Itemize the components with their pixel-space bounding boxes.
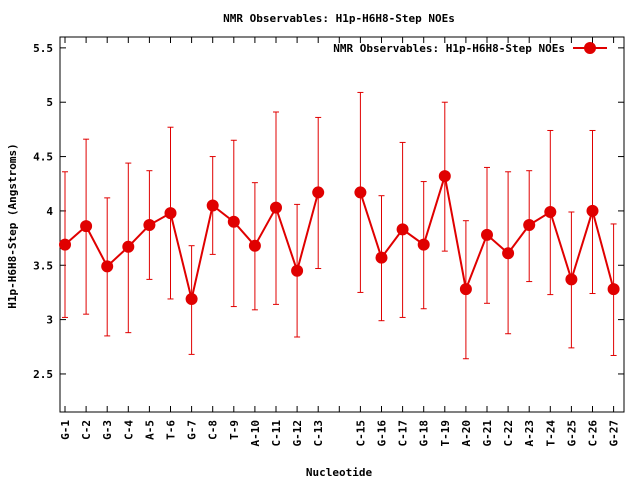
data-point xyxy=(523,219,536,232)
legend: NMR Observables: H1p-H6H8-Step NOEs xyxy=(333,42,607,55)
x-tick-label: G-3 xyxy=(101,420,114,440)
y-axis-label: H1p-H6H8-Step (Angstroms) xyxy=(6,143,19,309)
x-tick-label: A-23 xyxy=(523,420,536,447)
data-point xyxy=(586,204,599,217)
data-point xyxy=(291,264,304,277)
data-point xyxy=(375,251,388,264)
x-tick-label: C-22 xyxy=(502,420,515,447)
x-tick-label: G-1 xyxy=(59,420,72,440)
x-tick-label: G-18 xyxy=(418,420,431,447)
x-tick-label: C-4 xyxy=(122,420,135,440)
data-point xyxy=(248,239,261,252)
legend-marker xyxy=(584,42,596,54)
x-tick-label: G-12 xyxy=(291,420,304,447)
y-tick-label: 3 xyxy=(46,314,53,327)
data-point xyxy=(544,206,557,218)
x-tick-label: G-27 xyxy=(608,420,621,447)
x-tick-label: C-15 xyxy=(354,420,367,447)
data-point xyxy=(59,238,71,251)
data-point xyxy=(607,283,620,296)
data-point xyxy=(312,186,325,199)
data-point xyxy=(502,247,515,260)
y-tick-label: 2.5 xyxy=(33,368,53,381)
data-point xyxy=(206,199,219,212)
x-tick-label: G-21 xyxy=(481,420,494,447)
x-tick-label: A-10 xyxy=(249,420,262,447)
y-axis: 2.5 3 3.5 4 4.5 5 5.5 xyxy=(33,42,624,381)
x-tick-label: T-24 xyxy=(544,420,557,447)
chart-title: NMR Observables: H1p-H6H8-Step NOEs xyxy=(223,12,455,25)
x-tick-label: A-5 xyxy=(143,420,156,440)
plot-frame xyxy=(59,36,625,413)
error-bars xyxy=(62,91,617,360)
data-point xyxy=(122,240,135,253)
y-tick-label: 3.5 xyxy=(33,259,53,272)
data-point xyxy=(459,283,472,296)
x-tick-label: T-6 xyxy=(165,420,178,440)
data-point xyxy=(396,223,409,236)
x-tick-label: A-20 xyxy=(460,420,473,447)
x-tick-label: C-17 xyxy=(397,420,410,447)
x-tick-label: C-8 xyxy=(207,420,220,440)
x-tick-label: C-11 xyxy=(270,420,283,447)
data-point xyxy=(143,219,156,232)
data-point xyxy=(354,186,367,199)
x-axis-label: Nucleotide xyxy=(306,466,373,479)
x-tick-label: C-2 xyxy=(80,420,93,440)
data-point xyxy=(270,201,282,214)
data-points xyxy=(59,170,620,305)
x-tick-label: C-26 xyxy=(587,420,600,447)
data-point xyxy=(438,170,451,183)
x-axis: G-1 C-2 G-3 C-4 A-5 T-6 G-7 C-8 T-9 A-10 C-11 G-12 C… xyxy=(59,37,621,447)
y-tick-label: 4 xyxy=(46,205,53,218)
data-point xyxy=(417,238,430,251)
x-tick-label: G-25 xyxy=(565,420,578,447)
x-tick-label: G-7 xyxy=(186,420,199,440)
x-tick-label: G-16 xyxy=(376,420,389,447)
x-tick-label: C-13 xyxy=(312,420,325,447)
x-tick-label: T-9 xyxy=(228,420,241,440)
x-tick-label: T-19 xyxy=(439,420,452,447)
legend-label: NMR Observables: H1p-H6H8-Step NOEs xyxy=(333,42,565,55)
y-tick-label: 4.5 xyxy=(33,151,53,164)
y-tick-label: 5 xyxy=(46,96,53,109)
data-point xyxy=(227,215,240,228)
data-point xyxy=(565,273,578,286)
data-point xyxy=(80,220,93,233)
data-point xyxy=(481,228,493,241)
data-point xyxy=(164,207,177,220)
data-point xyxy=(185,292,198,305)
data-point xyxy=(101,260,114,273)
y-tick-label: 5.5 xyxy=(33,42,53,55)
